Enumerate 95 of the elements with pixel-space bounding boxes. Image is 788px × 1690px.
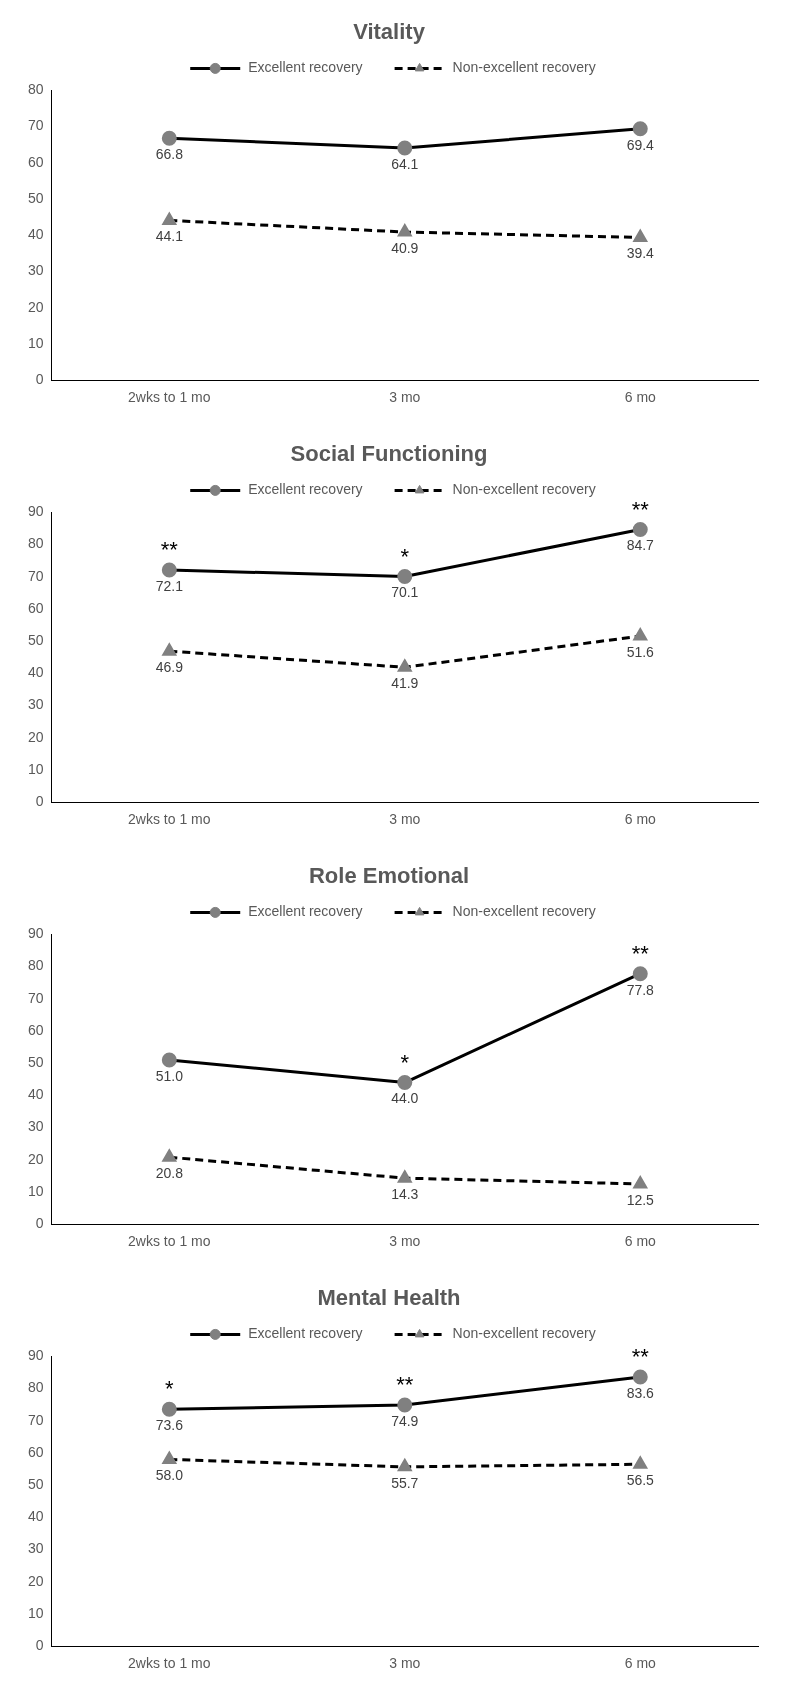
- data-label: 84.7: [626, 537, 655, 554]
- y-tick-label: 40: [27, 1508, 44, 1525]
- data-label: 46.9: [155, 659, 184, 676]
- y-tick-label: 70: [27, 1411, 44, 1428]
- data-label: 44.1: [155, 228, 184, 245]
- data-label: 74.9: [391, 1412, 419, 1429]
- y-tick-label: 80: [27, 535, 44, 552]
- data-label: 70.1: [391, 584, 419, 601]
- data-label: 58.0: [155, 1467, 184, 1484]
- data-label: 51.6: [626, 643, 655, 660]
- x-tick-label: 6 mo: [624, 1655, 657, 1672]
- x-tick-label: 3 mo: [389, 811, 421, 828]
- data-label: 69.4: [626, 136, 655, 153]
- annotation: **: [631, 940, 650, 966]
- y-tick-label: 50: [27, 189, 44, 206]
- y-tick-label: 30: [27, 1118, 44, 1135]
- annotation: *: [400, 1049, 410, 1075]
- y-tick-label: 60: [27, 153, 44, 170]
- data-label: 83.6: [626, 1384, 655, 1401]
- y-tick-label: 90: [27, 925, 44, 942]
- y-tick-label: 90: [27, 503, 44, 520]
- y-tick-label: 70: [27, 117, 44, 134]
- legend-label: Non-excellent recovery: [452, 59, 596, 76]
- y-tick-label: 30: [27, 1540, 44, 1557]
- annotation: **: [396, 1372, 414, 1398]
- x-tick-label: 3 mo: [389, 1233, 421, 1250]
- y-tick-label: 20: [27, 1150, 44, 1167]
- y-tick-label: 80: [27, 957, 44, 974]
- y-tick-label: 40: [27, 226, 44, 243]
- x-tick-label: 6 mo: [624, 1233, 657, 1250]
- data-label: 72.1: [155, 577, 184, 594]
- y-tick-label: 50: [27, 632, 44, 649]
- data-label: 77.8: [626, 981, 655, 998]
- chart-title: Role Emotional: [308, 863, 470, 889]
- y-tick-label: 10: [27, 334, 44, 351]
- x-tick-label: 2wks to 1 mo: [128, 1655, 211, 1672]
- y-tick-label: 50: [27, 1476, 44, 1493]
- chart-title: Mental Health: [317, 1285, 461, 1311]
- annotation: **: [160, 537, 179, 563]
- legend-label: Excellent recovery: [248, 59, 363, 76]
- annotation: *: [165, 1376, 175, 1402]
- y-tick-label: 60: [27, 1021, 44, 1038]
- x-tick-label: 6 mo: [624, 811, 657, 828]
- y-tick-label: 70: [27, 989, 44, 1006]
- data-label: 41.9: [391, 675, 419, 692]
- y-tick-label: 0: [35, 1637, 44, 1654]
- x-tick-label: 2wks to 1 mo: [128, 1233, 211, 1250]
- legend-label: Excellent recovery: [248, 1325, 363, 1342]
- legend-label: Non-excellent recovery: [452, 903, 596, 920]
- y-tick-label: 60: [27, 1443, 44, 1460]
- chart-title: Social Functioning: [290, 441, 488, 467]
- y-tick-label: 20: [27, 1572, 44, 1589]
- data-label: 12.5: [626, 1191, 655, 1208]
- x-tick-label: 3 mo: [389, 1655, 421, 1672]
- y-tick-label: 40: [27, 1086, 44, 1103]
- y-tick-label: 40: [27, 664, 44, 681]
- x-tick-label: 2wks to 1 mo: [128, 811, 211, 828]
- y-tick-label: 90: [27, 1347, 44, 1364]
- annotation: **: [631, 1344, 650, 1370]
- y-tick-label: 60: [27, 599, 44, 616]
- y-tick-label: 10: [27, 1182, 44, 1199]
- data-label: 73.6: [155, 1417, 184, 1434]
- data-label: 64.1: [391, 155, 419, 172]
- data-label: 51.0: [155, 1067, 184, 1084]
- y-tick-label: 50: [27, 1054, 44, 1071]
- x-tick-label: 3 mo: [389, 389, 421, 406]
- annotation: *: [400, 543, 410, 569]
- y-tick-label: 80: [27, 1379, 44, 1396]
- annotation: **: [631, 496, 650, 522]
- data-label: 14.3: [391, 1186, 419, 1203]
- data-label: 56.5: [626, 1472, 655, 1489]
- data-label: 44.0: [391, 1090, 419, 1107]
- y-tick-label: 30: [27, 262, 44, 279]
- y-tick-label: 10: [27, 760, 44, 777]
- y-tick-label: 0: [35, 1215, 44, 1232]
- data-label: 40.9: [391, 239, 419, 256]
- data-label: 55.7: [391, 1474, 419, 1491]
- legend-label: Excellent recovery: [248, 481, 363, 498]
- data-label: 20.8: [155, 1165, 184, 1182]
- y-tick-label: 0: [35, 793, 44, 810]
- y-tick-label: 80: [27, 81, 44, 98]
- y-tick-label: 70: [27, 567, 44, 584]
- y-tick-label: 10: [27, 1604, 44, 1621]
- data-label: 66.8: [155, 146, 184, 163]
- chart-title: Vitality: [353, 19, 426, 45]
- legend-label: Non-excellent recovery: [452, 481, 596, 498]
- y-tick-label: 30: [27, 696, 44, 713]
- y-tick-label: 0: [35, 371, 44, 388]
- data-label: 39.4: [626, 245, 655, 262]
- x-tick-label: 2wks to 1 mo: [128, 389, 211, 406]
- y-tick-label: 20: [27, 298, 44, 315]
- legend-label: Excellent recovery: [248, 903, 363, 920]
- y-tick-label: 20: [27, 728, 44, 745]
- legend-label: Non-excellent recovery: [452, 1325, 596, 1342]
- x-tick-label: 6 mo: [624, 389, 657, 406]
